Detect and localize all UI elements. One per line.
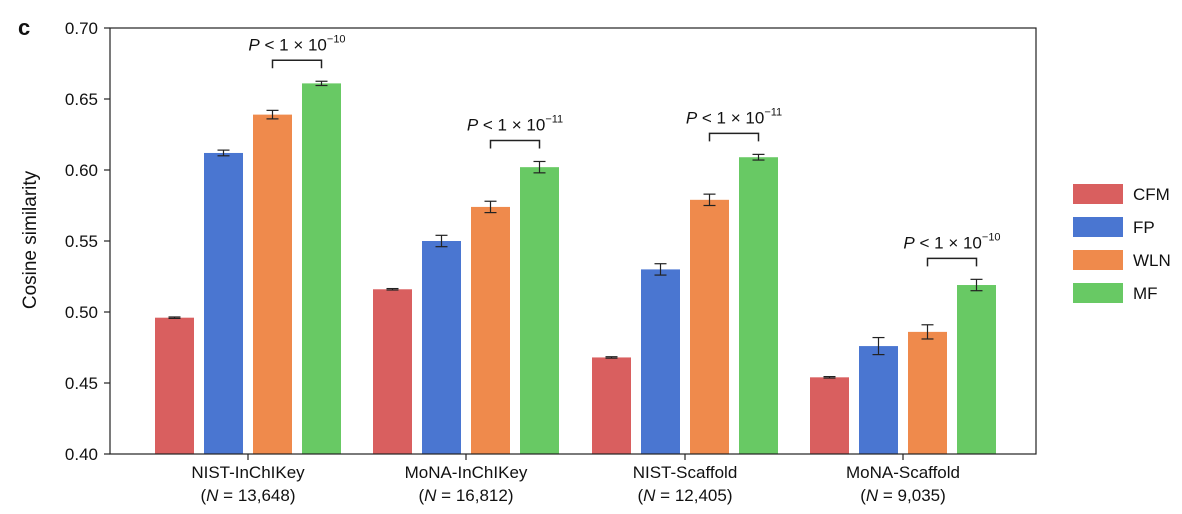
legend-swatch-fp [1073, 217, 1123, 237]
x-tick-label: NIST-InChIKey [191, 463, 305, 482]
significance-bracket [271, 59, 323, 69]
legend: CFM FP WLN MF [1073, 184, 1171, 303]
y-tick-label: 0.55 [65, 232, 98, 251]
panel-letter: c [18, 15, 30, 40]
bar-fp [204, 152, 243, 454]
bar-mf [739, 157, 778, 454]
x-tick-sublabel: (N = 16,812) [419, 486, 514, 505]
y-axis-label: Cosine similarity [20, 170, 41, 309]
bar-fp [422, 241, 461, 454]
x-tick-label: MoNA-InChIKey [405, 463, 528, 482]
x-tick-sublabel: (N = 12,405) [638, 486, 733, 505]
y-tick-label: 0.45 [65, 374, 98, 393]
bar-mf [302, 83, 341, 454]
bar-cfm [592, 357, 631, 454]
bar-wln [690, 199, 729, 454]
bar-cfm [810, 377, 849, 454]
y-tick-label: 0.65 [65, 90, 98, 109]
legend-label-mf: MF [1133, 284, 1158, 303]
legend-swatch-cfm [1073, 184, 1123, 204]
significance-annotations: P < 1 × 10−10 P < 1 × 10−11 P < 1 × 10−11 P… [248, 33, 1001, 267]
significance-label: P < 1 × 10−11 [686, 106, 782, 127]
bar-cfm [155, 317, 194, 454]
bars-group [155, 80, 996, 455]
bar-wln [908, 331, 947, 454]
bar-wln [253, 114, 292, 455]
significance-label: P < 1 × 10−10 [248, 33, 345, 54]
y-tick-label: 0.40 [65, 445, 98, 464]
legend-label-wln: WLN [1133, 251, 1171, 270]
y-tick-label: 0.60 [65, 161, 98, 180]
legend-swatch-mf [1073, 283, 1123, 303]
bar-wln [471, 206, 510, 454]
bar-fp [641, 269, 680, 454]
significance-bracket [926, 257, 978, 267]
significance-label: P < 1 × 10−10 [903, 231, 1000, 252]
legend-label-cfm: CFM [1133, 185, 1170, 204]
x-axis: NIST-InChIKey (N = 13,648) MoNA-InChIKey (N… [191, 454, 960, 505]
y-tick-label: 0.70 [65, 19, 98, 38]
significance-bracket [708, 132, 760, 142]
legend-label-fp: FP [1133, 218, 1155, 237]
x-tick-label: MoNA-Scaffold [846, 463, 960, 482]
bar-mf [520, 167, 559, 454]
y-axis: 0.40 0.45 0.50 0.55 0.60 0.65 0.70 [65, 19, 1037, 464]
bar-mf [957, 285, 996, 454]
significance-bracket [489, 139, 541, 149]
bar-fp [859, 346, 898, 454]
bar-cfm [373, 289, 412, 454]
x-tick-sublabel: (N = 13,648) [201, 486, 296, 505]
significance-label: P < 1 × 10−11 [467, 113, 563, 134]
x-tick-sublabel: (N = 9,035) [860, 486, 946, 505]
x-tick-label: NIST-Scaffold [633, 463, 738, 482]
y-tick-label: 0.50 [65, 303, 98, 322]
legend-swatch-wln [1073, 250, 1123, 270]
